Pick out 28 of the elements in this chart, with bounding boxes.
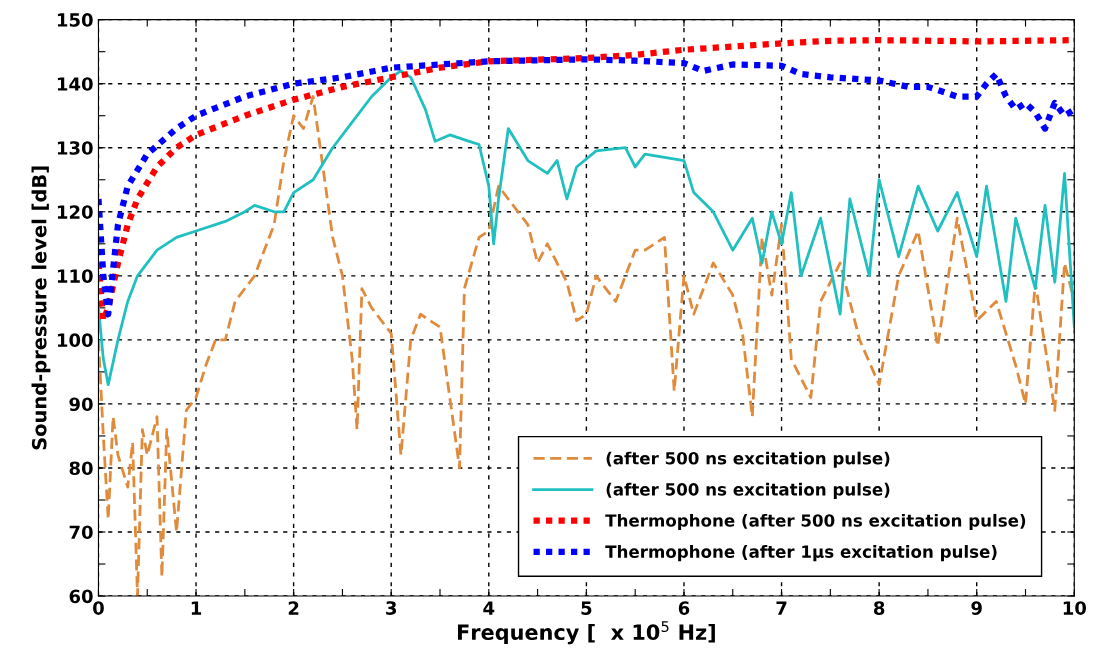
x-tick-label: 1 xyxy=(191,601,202,615)
legend-label: Thermophone (after 500 ns excitation pulse) xyxy=(605,513,1026,531)
y-axis-title: Sound-pressure level [dB] xyxy=(31,166,51,450)
x-tick-label: 0 xyxy=(93,601,104,615)
y-tick-label: 100 xyxy=(57,333,93,347)
y-tick-label: 140 xyxy=(57,77,93,91)
x-tick-label: 7 xyxy=(776,601,787,615)
y-tick-label: 130 xyxy=(57,141,93,155)
line-series xyxy=(98,69,1075,387)
x-tick-label: 4 xyxy=(483,601,495,615)
y-tick-label: 70 xyxy=(69,525,93,540)
legend-label: Thermophone (after 1µs excitation pulse) xyxy=(605,545,997,562)
legend-label: (after 500 ns excitation pulse) xyxy=(606,482,890,499)
y-tick-label: 120 xyxy=(57,205,93,219)
x-tick-label: 2 xyxy=(288,601,299,615)
x-axis-title: Frequency [ x 10$^{5}$ Hz] xyxy=(457,621,715,645)
y-tick-label: 60 xyxy=(69,589,93,604)
x-tick-label: 9 xyxy=(971,601,982,615)
x-tick-label: 3 xyxy=(386,601,397,615)
y-tick-label: 110 xyxy=(57,269,93,283)
legend-label: (after 500 ns excitation pulse) xyxy=(606,451,890,468)
y-tick-label: 90 xyxy=(69,397,93,412)
y-tick-label: 80 xyxy=(69,461,93,476)
x-tick-label: 6 xyxy=(678,601,690,615)
x-tick-label: 5 xyxy=(581,601,592,615)
y-tick-label: 150 xyxy=(57,13,93,27)
x-tick-label: 10 xyxy=(1063,601,1087,615)
x-tick-label: 8 xyxy=(873,601,885,615)
